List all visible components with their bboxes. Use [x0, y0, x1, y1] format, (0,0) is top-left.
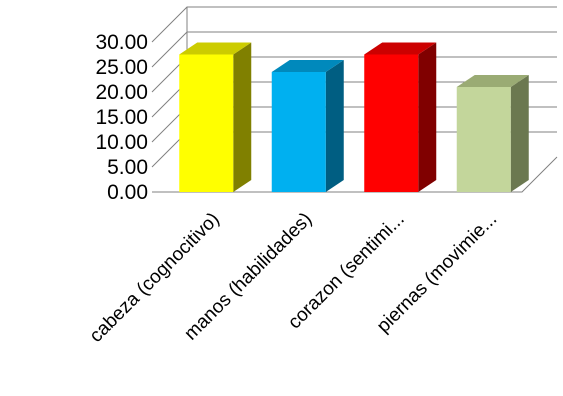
- bar-top: [179, 42, 252, 55]
- bar-side: [325, 60, 344, 192]
- gridline: [151, 6, 557, 43]
- y-tick-label: 5.00: [107, 156, 148, 179]
- bar-side: [510, 75, 529, 192]
- bar-front: [271, 72, 326, 192]
- bar-side: [233, 42, 252, 192]
- bar-front: [179, 54, 234, 192]
- y-tick-label: 20.00: [95, 81, 148, 104]
- bar-top: [456, 75, 529, 87]
- x-axis-categories: cabeza (cognocitivo)manos (habilidades)c…: [86, 209, 502, 347]
- bar: [271, 60, 344, 192]
- gridline: [151, 31, 557, 68]
- bar: [456, 75, 529, 192]
- bar-front: [364, 54, 419, 192]
- bar-side: [418, 42, 437, 192]
- y-tick-label: 30.00: [95, 31, 148, 54]
- bar-front: [456, 87, 511, 192]
- bar: [179, 42, 252, 192]
- y-tick-label: 10.00: [95, 131, 148, 154]
- y-tick-label: 0.00: [107, 181, 148, 204]
- bar-top: [271, 60, 344, 72]
- bar: [364, 42, 437, 192]
- y-tick-label: 25.00: [95, 56, 148, 79]
- bars: [179, 42, 529, 192]
- bar-top: [364, 42, 437, 55]
- y-tick-label: 15.00: [95, 106, 148, 129]
